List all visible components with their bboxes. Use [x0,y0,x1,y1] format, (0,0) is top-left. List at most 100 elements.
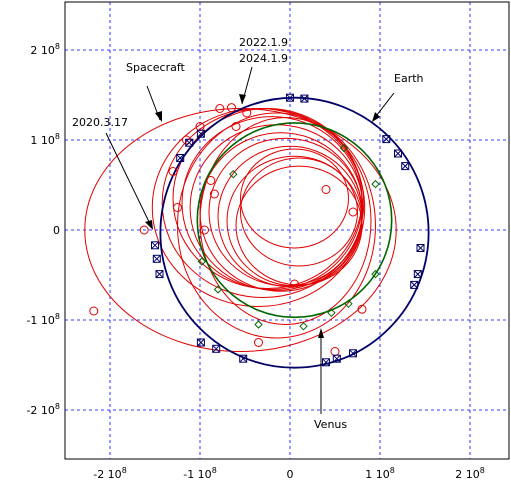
earth-marker-cross [239,354,248,363]
earth-marker [152,254,161,263]
venus-marker [371,179,380,189]
spacecraft-orbit [199,117,372,325]
earth-marker-cross [197,129,205,138]
earth-marker [300,94,309,103]
spacecraft-orbit [181,116,363,290]
earth-marker [332,354,341,363]
earth-marker-box [152,254,161,263]
earth-marker-cross [185,138,194,147]
earth-marker-box [196,338,205,347]
earth-marker [349,349,357,358]
earth-marker-box [410,280,419,289]
earth-marker-cross [416,244,425,252]
earth-marker [401,162,410,171]
venus-marker [299,322,308,331]
earth-marker-box [413,270,422,279]
earth-marker-box [300,94,309,103]
spacecraft-marker [206,176,216,185]
earth-marker-box [185,138,194,147]
y-tick-label: 2 108 [30,42,60,57]
annotation-2024: 2024.1.9 [239,52,288,65]
earth-marker-box [286,93,294,102]
earth-marker [410,280,419,289]
earth-marker-box [394,149,402,158]
x-tick-label: 0 [287,468,294,481]
venus-orbit [196,122,393,319]
venus-marker [229,169,238,179]
earth-marker-box [155,270,164,279]
venus-marker [327,308,336,318]
earth-marker-cross [413,270,422,278]
arrow-2020 [105,132,153,229]
x-tick-label: 2 108 [455,466,485,481]
earth-marker-cross [212,344,221,353]
spacecraft-marker [182,135,191,145]
spacecraft-marker [215,104,225,113]
earth-marker [185,138,194,147]
y-tick-label: 0 [53,224,60,237]
earth-marker-box [322,358,330,367]
annotation-earth: Earth [394,72,424,85]
earth-marker [322,358,330,367]
earth-marker [196,338,205,347]
annotations: 2022.1.9 2024.1.9 Spacecraft Earth 2020.… [72,36,424,431]
venus-marker [371,269,380,279]
spacecraft-marker [168,167,178,176]
earth-marker-cross [155,270,164,278]
earth-marker-box [239,354,248,363]
venus-marker [254,320,263,329]
earth-marker-box [349,349,357,358]
earth-marker [394,149,402,158]
earth-marker [155,270,164,279]
arrowhead-2022 [239,94,246,104]
earth-marker-box [151,241,159,250]
spacecraft-marker [321,185,331,194]
spacecraft-orbit [240,148,349,249]
earth-marker-box [196,129,205,138]
earth-marker [212,344,221,353]
arrowhead-venus [318,328,324,338]
spacecraft-marker [89,306,99,316]
earth-marker-box [332,354,341,363]
spacecraft-marker [200,225,209,235]
earth-marker-cross [176,154,185,162]
spacecraft-marker [242,108,252,118]
earth-marker-cross [401,162,410,170]
annotation-spacecraft: Spacecraft [126,61,186,74]
spacecraft-marker [348,207,358,217]
spacecraft-marker [290,279,299,289]
spacecraft-marker [254,338,263,347]
venus-marker [213,285,223,294]
earth-marker-box [212,344,221,353]
annotation-2020: 2020.3.17 [72,116,128,129]
spacecraft-marker [227,103,236,113]
earth-marker [151,241,159,250]
earth-marker-cross [349,349,357,358]
spacecraft-marker [139,225,149,235]
earth-marker-box [382,135,391,144]
spacecraft-marker [209,189,219,199]
earth-marker-cross [197,338,205,347]
y-tick-label: -1 108 [26,312,60,327]
spacecraft-marker [173,203,182,212]
earth-marker-cross [151,241,159,250]
y-tick-label: 1 108 [30,132,60,147]
earth-marker-box [416,244,425,252]
annotation-venus: Venus [314,418,347,431]
earth-marker-cross [382,135,391,143]
earth-marker [382,135,391,144]
earth-marker [413,270,422,279]
earth-marker-box [176,154,185,162]
x-tick-label: -1 108 [183,466,217,481]
earth-marker [416,244,425,252]
x-tick-label: 1 108 [365,466,395,481]
earth-marker [176,154,185,162]
earth-marker-box [401,162,410,171]
spacecraft-orbit [235,165,363,286]
y-tick-label: -2 108 [26,402,60,417]
earth-marker [196,129,205,138]
earth-marker-cross [286,93,294,102]
x-tick-label: -2 108 [93,466,127,481]
earth-marker-cross [394,149,402,158]
spacecraft-marker [357,304,367,314]
